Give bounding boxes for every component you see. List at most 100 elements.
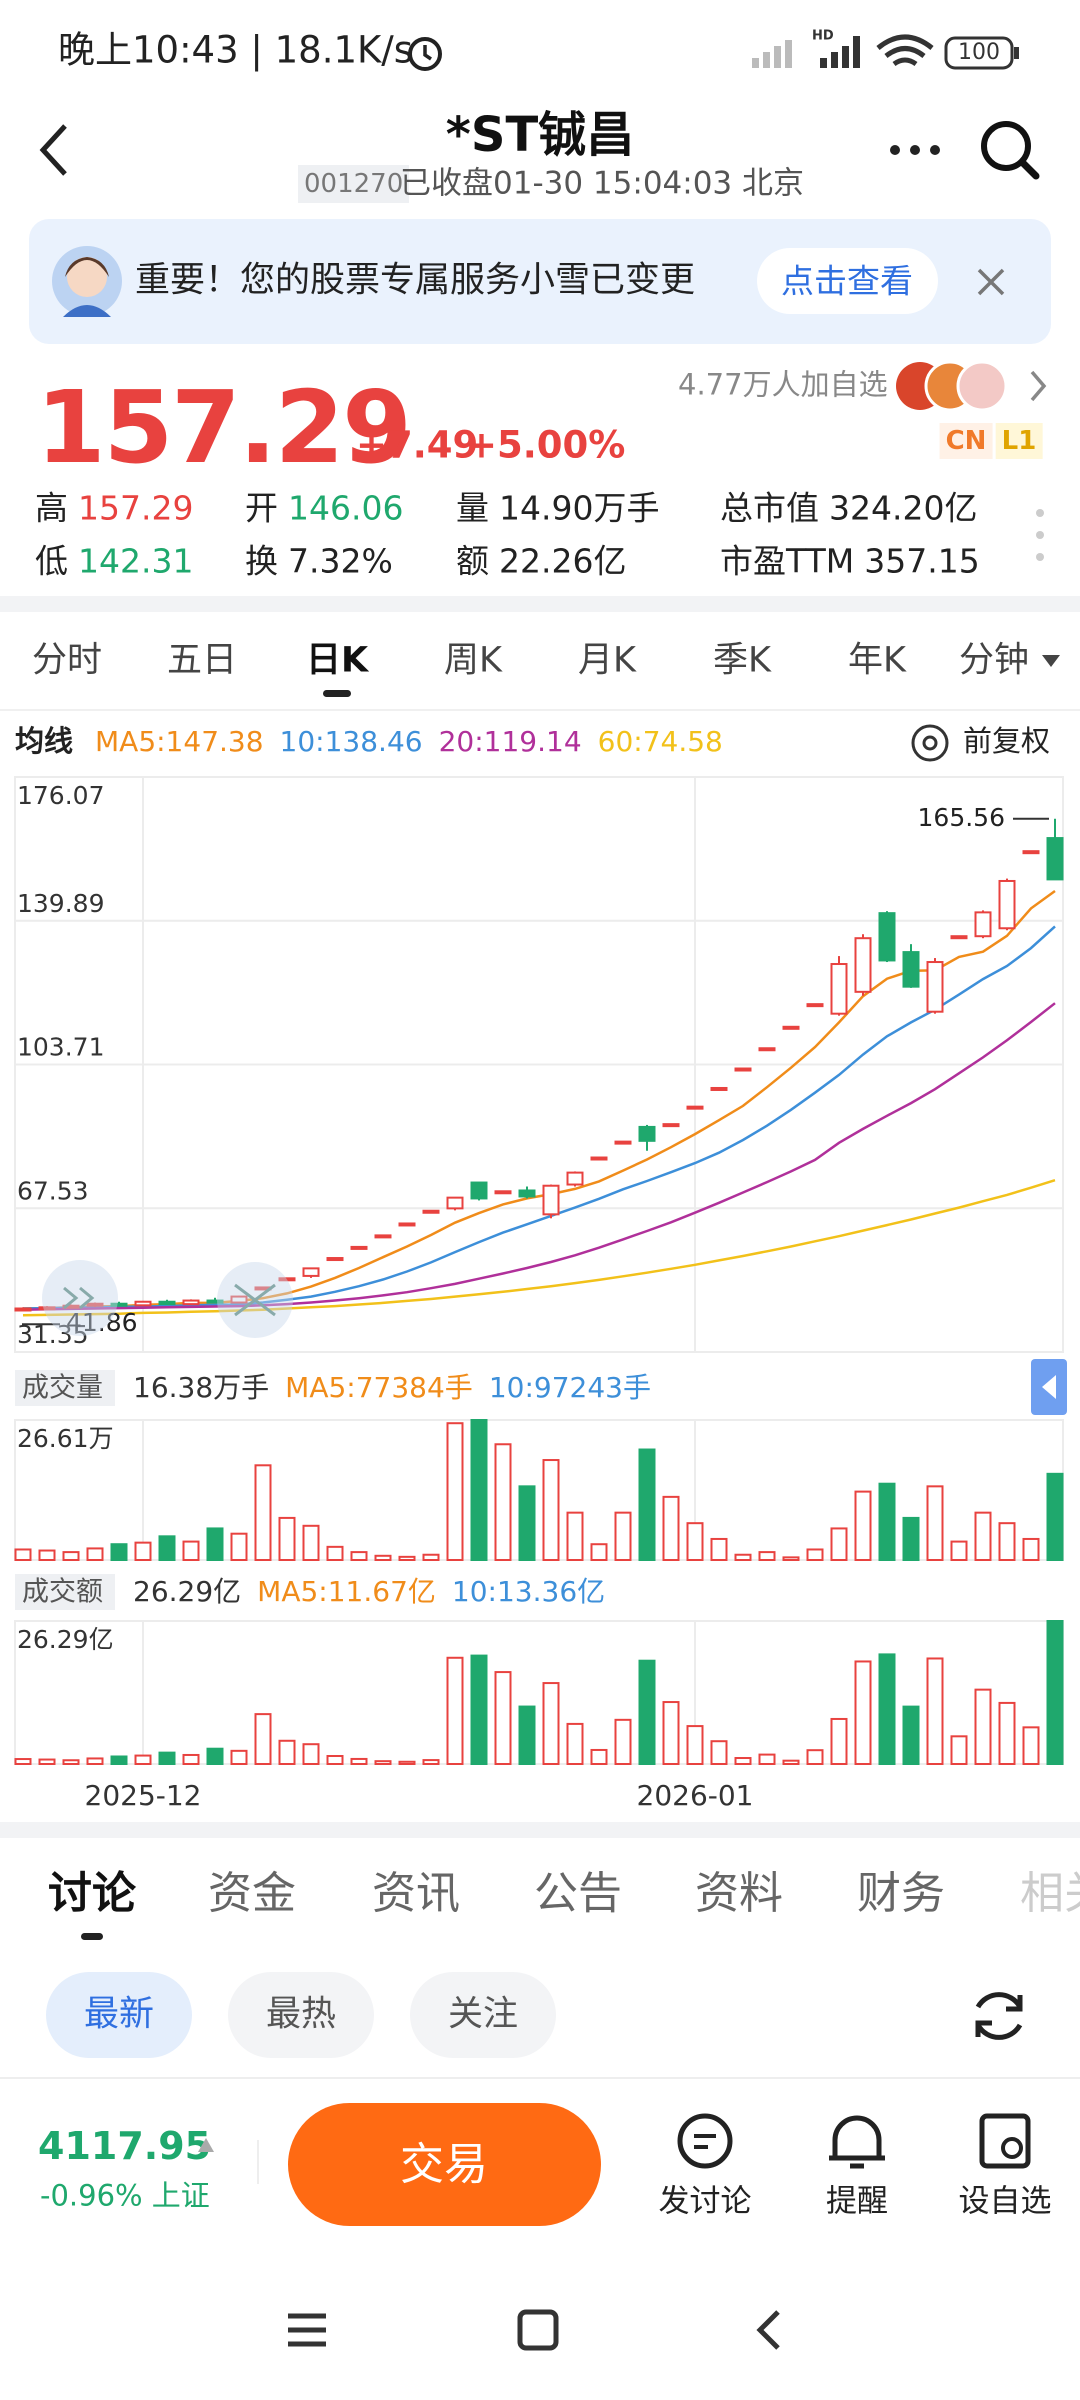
close-button[interactable] [976, 267, 1006, 297]
bar [398, 1555, 416, 1561]
period-tab[interactable]: 月K [578, 640, 636, 681]
candle-body [302, 1267, 320, 1277]
period-tab[interactable]: 年K [848, 640, 906, 681]
stat-value: 357.15 [864, 541, 980, 581]
floating-button [42, 1260, 118, 1336]
candle-body [134, 1300, 152, 1307]
content-tab[interactable]: 财务 [857, 1868, 945, 1919]
candle-body [614, 1140, 632, 1145]
content-tab[interactable]: 公告 [534, 1868, 622, 1919]
stat-label: 低 [35, 541, 68, 581]
filter-bg[interactable] [228, 1972, 374, 2058]
candle-body [734, 1067, 752, 1072]
filter[interactable]: 最新 [83, 1994, 155, 2035]
refresh-button[interactable] [968, 1985, 1030, 2047]
bar [1022, 1537, 1040, 1561]
back-button[interactable] [35, 122, 75, 178]
ma-line [22, 889, 1056, 1310]
filter[interactable]: 关注 [447, 1994, 519, 2035]
filter-bg[interactable] [410, 1972, 556, 2058]
action-icons [677, 2113, 1031, 2169]
filter[interactable]: 最热 [265, 1994, 337, 2035]
candle-body [806, 1003, 824, 1008]
candle-body [398, 1222, 416, 1227]
period-tab[interactable]: 周K [444, 640, 502, 681]
action-label[interactable]: 发讨论 [658, 2183, 752, 2220]
view-button-bg[interactable] [757, 248, 938, 314]
bar [326, 1755, 344, 1765]
content-tab[interactable]: 讨论 [48, 1868, 136, 1919]
stat-label: 额 [456, 541, 489, 581]
content-tab[interactable]: 资料 [695, 1868, 783, 1919]
view-button[interactable]: 点击查看 [781, 261, 913, 301]
bar [614, 1511, 632, 1561]
y-tick-label: 67.53 [17, 1176, 89, 1205]
trade-button-bg[interactable] [288, 2103, 601, 2226]
label-box [15, 1370, 115, 1406]
max-label: 165.56 [918, 803, 1005, 832]
period-tab[interactable]: 五日 [166, 640, 238, 681]
divider [0, 596, 1080, 612]
bar [902, 1705, 920, 1765]
notice-text: 重要！您的股票专属服务小雪已变更 [135, 260, 696, 301]
bar [638, 1448, 656, 1561]
stat-value: 157.29 [78, 488, 194, 528]
candle-body [782, 1025, 800, 1030]
bar [182, 1540, 200, 1562]
settings-icon[interactable] [911, 724, 949, 762]
bar [854, 1660, 872, 1766]
index-arrow [198, 2138, 214, 2152]
alarm-icon [408, 37, 442, 71]
bar [662, 1701, 680, 1765]
bar [566, 1722, 584, 1765]
search-button[interactable] [978, 118, 1042, 182]
badge-l1: L1 [995, 423, 1043, 459]
last-price: 157.29 [36, 369, 412, 486]
candle-body [278, 1277, 296, 1282]
stats-more[interactable] [1030, 505, 1050, 565]
bar [950, 1540, 968, 1562]
bar [1022, 1726, 1040, 1766]
candle-body [110, 1302, 128, 1307]
divider [0, 2077, 1080, 2079]
bar [710, 1740, 728, 1766]
candle-body [38, 1306, 56, 1311]
panel-title: 成交额 [22, 1577, 103, 1608]
trade-button[interactable]: 交易 [400, 2139, 488, 2190]
candle-body [590, 1156, 608, 1161]
bar [590, 1543, 608, 1561]
y-tick-label: 176.07 [17, 781, 104, 810]
bar [494, 1443, 512, 1561]
period-tab[interactable]: 季K [713, 640, 771, 681]
bar [230, 1532, 248, 1561]
candle-body [638, 1125, 656, 1142]
content-tab[interactable]: 资讯 [372, 1868, 460, 1919]
bar [446, 1422, 464, 1561]
ma-line [22, 1002, 1056, 1311]
bar [350, 1551, 368, 1561]
candle-body [230, 1295, 248, 1304]
action-label[interactable]: 提醒 [826, 2183, 888, 2220]
bar [974, 1511, 992, 1561]
candle-body [494, 1190, 512, 1195]
bar [830, 1527, 848, 1562]
period-tab[interactable]: 日K [305, 640, 369, 681]
action-label[interactable]: 设自选 [958, 2183, 1052, 2220]
settings-icon[interactable] [922, 735, 938, 751]
bar [806, 1548, 824, 1562]
content-tab[interactable]: 相关 [1020, 1868, 1080, 1919]
bar [38, 1758, 56, 1766]
candle-body [326, 1257, 344, 1262]
period-tab[interactable]: 分时 [31, 640, 103, 681]
candle-body [878, 912, 896, 962]
bar [14, 1548, 32, 1562]
content-tab[interactable]: 资金 [208, 1868, 296, 1919]
period-tab[interactable]: 分钟 [958, 640, 1030, 681]
filter-bg[interactable] [46, 1972, 192, 2058]
stat-value: 142.31 [78, 541, 194, 581]
price-change-pct: +5.00% [466, 423, 626, 467]
more-button[interactable] [885, 135, 945, 165]
bar [878, 1653, 896, 1765]
kline-chart: 2025-12 2026-01176.07139.89103.7167.5331.… [14, 724, 1067, 1812]
candle-body [854, 937, 872, 993]
